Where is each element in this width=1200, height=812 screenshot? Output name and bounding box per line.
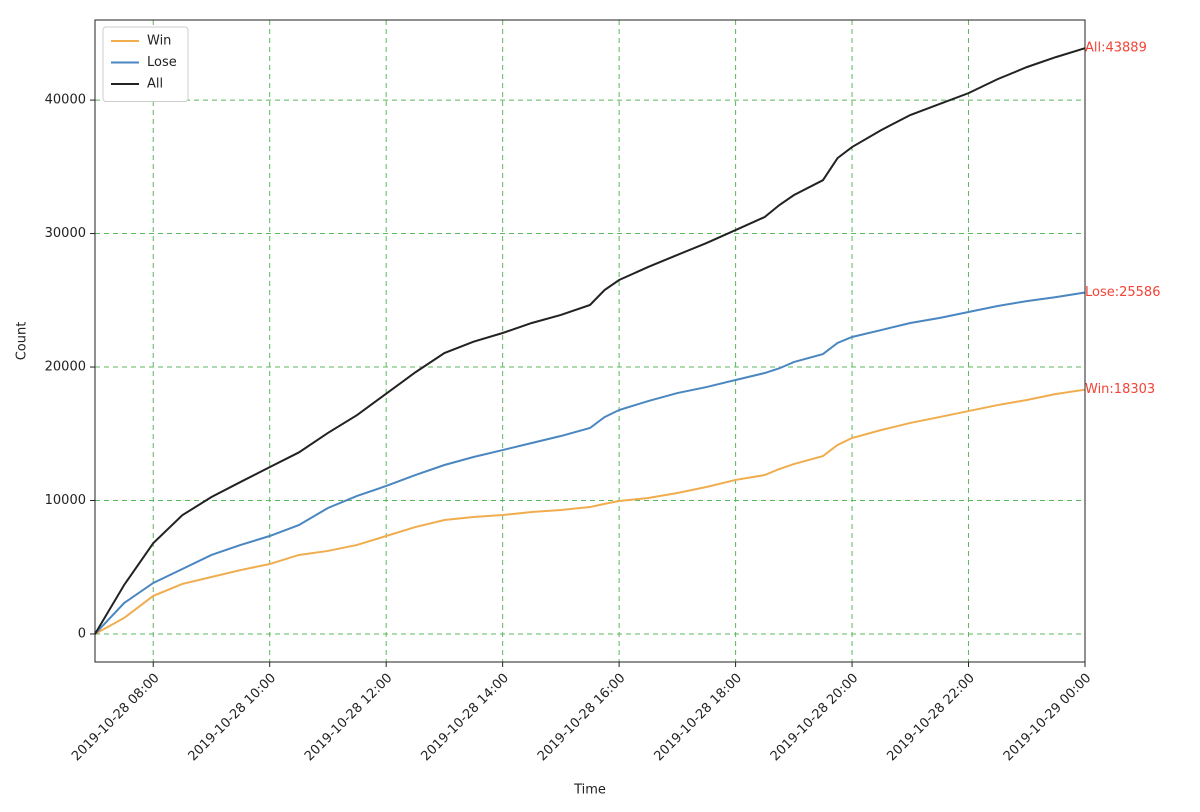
legend-label: Lose (147, 55, 177, 70)
end-label: All:43889 (1085, 41, 1147, 56)
x-tick-label: 2019-10-28 12:00 (302, 671, 395, 764)
series-line (94, 388, 1086, 635)
legend-label: All (147, 77, 163, 92)
series-line (94, 291, 1086, 635)
x-tick-label: 2019-10-28 16:00 (535, 671, 628, 764)
x-tick-label: 2019-10-28 18:00 (651, 671, 744, 764)
x-tick-label: 2019-10-29 00:00 (1001, 671, 1094, 764)
x-tick-label: 2019-10-28 14:00 (419, 671, 512, 764)
y-tick-label: 0 (78, 626, 86, 641)
x-tick-label: 2019-10-28 22:00 (884, 671, 977, 764)
end-label: Win:18303 (1085, 382, 1155, 397)
legend-box (102, 26, 189, 102)
series-line (94, 47, 1086, 635)
plot-frame (94, 19, 1086, 663)
y-tick-label: 30000 (45, 226, 86, 241)
x-tick-label: 2019-10-28 10:00 (186, 671, 279, 764)
legend-label: Win (147, 34, 171, 49)
x-tick-label: 2019-10-28 08:00 (69, 671, 162, 764)
y-tick-label: 10000 (45, 493, 86, 508)
y-axis-label: Count (15, 322, 30, 361)
x-tick-label: 2019-10-28 20:00 (768, 671, 861, 764)
x-axis-label: Time (573, 783, 606, 798)
y-tick-label: 40000 (45, 93, 86, 108)
y-tick-label: 20000 (45, 360, 86, 375)
end-label: Lose:25586 (1085, 285, 1160, 300)
